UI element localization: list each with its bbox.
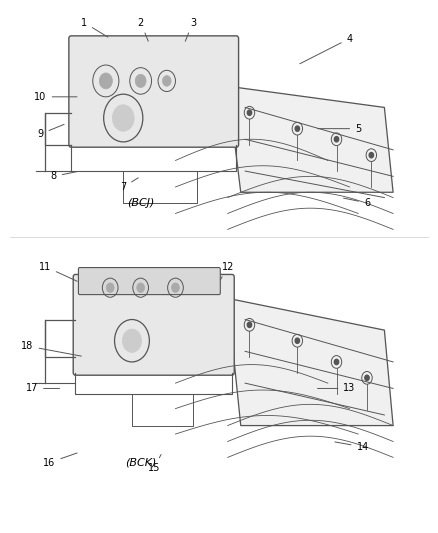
Circle shape (369, 152, 374, 158)
Text: 15: 15 (148, 455, 161, 473)
Circle shape (295, 126, 300, 131)
Circle shape (247, 322, 252, 327)
Text: 18: 18 (21, 341, 81, 356)
Text: 12: 12 (220, 262, 234, 280)
FancyBboxPatch shape (73, 274, 234, 375)
Polygon shape (228, 86, 393, 192)
Text: (BCJ): (BCJ) (127, 198, 154, 208)
Circle shape (113, 105, 134, 131)
Text: 4: 4 (300, 34, 353, 64)
Circle shape (137, 283, 145, 293)
Text: 1: 1 (81, 18, 108, 37)
Polygon shape (228, 298, 393, 425)
Text: 14: 14 (335, 442, 369, 452)
Text: 7: 7 (120, 178, 138, 192)
Circle shape (106, 283, 114, 293)
Text: 17: 17 (26, 383, 60, 393)
Circle shape (135, 74, 146, 87)
Text: 6: 6 (343, 198, 370, 208)
Text: 10: 10 (35, 92, 77, 102)
Text: 11: 11 (39, 262, 77, 281)
Circle shape (172, 283, 180, 293)
Circle shape (365, 375, 369, 381)
Text: 9: 9 (38, 124, 64, 139)
Text: 3: 3 (185, 18, 196, 41)
Text: 16: 16 (43, 453, 77, 467)
Text: 5: 5 (318, 124, 361, 134)
Text: 8: 8 (50, 172, 77, 181)
Circle shape (334, 136, 339, 142)
Text: 13: 13 (318, 383, 356, 393)
Circle shape (122, 329, 141, 352)
Circle shape (162, 76, 171, 86)
Circle shape (247, 110, 252, 115)
FancyBboxPatch shape (69, 36, 239, 147)
FancyBboxPatch shape (78, 268, 220, 295)
Circle shape (334, 359, 339, 365)
Text: (BCK): (BCK) (125, 458, 156, 467)
Circle shape (99, 73, 113, 89)
Text: 2: 2 (138, 18, 148, 41)
Circle shape (295, 338, 300, 343)
